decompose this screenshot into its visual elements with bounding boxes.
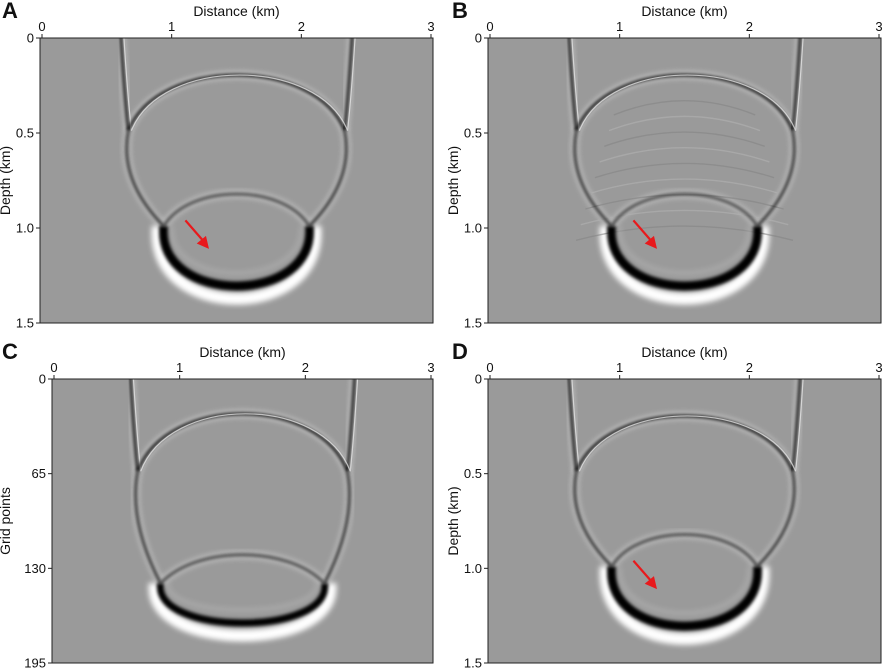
y-tick-label: 0.5 xyxy=(464,466,482,481)
wavefront-image xyxy=(565,379,804,645)
y-tick-label: 0 xyxy=(475,372,482,387)
panel-frame xyxy=(39,37,434,324)
panel-d: 0 1 2 3 Distance (km) 0 0.5 1.0 1.5 Depth (km) D xyxy=(445,339,883,668)
y-axis: 0 0.5 1.0 1.5 Depth (km) xyxy=(0,31,40,331)
panel-c: 0 1 2 3 Distance (km) 0 65 130 195 Grid points C xyxy=(0,339,435,668)
x-tick-label: 2 xyxy=(302,360,309,375)
y-tick-label: 130 xyxy=(24,561,46,576)
y-tick-label: 0.5 xyxy=(464,126,482,141)
y-axis: 0 65 130 195 Grid points xyxy=(0,372,52,668)
x-axis: 0 1 2 3 Distance (km) xyxy=(38,3,435,38)
panel-letter: B xyxy=(452,0,468,23)
x-axis-title: Distance (km) xyxy=(641,3,727,19)
panel-letter: C xyxy=(2,339,18,364)
y-tick-label: 0 xyxy=(475,31,482,46)
y-axis: 0 0.5 1.0 1.5 Depth (km) xyxy=(445,372,488,668)
y-tick-label: 1.5 xyxy=(16,316,34,331)
x-axis-title: Distance (km) xyxy=(641,344,727,360)
y-tick-label: 1.0 xyxy=(464,561,482,576)
x-tick-label: 0 xyxy=(38,19,45,34)
y-tick-label: 0 xyxy=(39,372,46,387)
y-tick-label: 65 xyxy=(32,466,46,481)
x-tick-label: 3 xyxy=(427,360,434,375)
y-tick-label: 1.0 xyxy=(16,221,34,236)
wavefront-image xyxy=(565,38,804,305)
panel-frame xyxy=(487,378,882,664)
wavefront-image xyxy=(117,38,356,305)
x-tick-label: 1 xyxy=(168,19,175,34)
x-axis: 0 1 2 3 Distance (km) xyxy=(486,3,883,38)
x-axis: 0 1 2 3 Distance (km) xyxy=(50,344,435,379)
x-tick-label: 2 xyxy=(746,19,753,34)
x-tick-label: 0 xyxy=(486,360,493,375)
x-tick-label: 3 xyxy=(875,19,882,34)
x-tick-label: 1 xyxy=(176,360,183,375)
red-arrow-icon xyxy=(184,219,209,249)
red-arrow-icon xyxy=(632,219,657,249)
x-tick-label: 1 xyxy=(616,19,623,34)
y-axis-title: Grid points xyxy=(0,487,13,555)
y-tick-label: 1.5 xyxy=(464,656,482,668)
y-tick-label: 0 xyxy=(27,31,34,46)
y-tick-label: 0.5 xyxy=(16,126,34,141)
y-tick-label: 195 xyxy=(24,656,46,668)
panel-letter: D xyxy=(452,339,468,364)
panel-background xyxy=(40,38,433,323)
y-axis-title: Depth (km) xyxy=(445,486,461,555)
x-tick-label: 2 xyxy=(298,19,305,34)
x-tick-label: 3 xyxy=(875,360,882,375)
x-tick-label: 3 xyxy=(427,19,434,34)
x-axis-title: Distance (km) xyxy=(193,3,279,19)
y-tick-label: 1.0 xyxy=(464,221,482,236)
x-axis: 0 1 2 3 Distance (km) xyxy=(486,344,883,379)
x-tick-label: 0 xyxy=(50,360,57,375)
panel-background xyxy=(52,379,433,663)
y-axis-title: Depth (km) xyxy=(445,146,461,215)
panel-letter: A xyxy=(2,0,18,23)
x-axis-title: Distance (km) xyxy=(199,344,285,360)
y-axis-title: Depth (km) xyxy=(0,146,13,215)
panel-background xyxy=(488,379,881,663)
x-tick-label: 1 xyxy=(616,360,623,375)
x-tick-label: 2 xyxy=(746,360,753,375)
x-tick-label: 0 xyxy=(486,19,493,34)
red-arrow-icon xyxy=(632,560,657,590)
panel-a: 0 1 2 3 Distance (km) 0 0.5 1.0 1.5 Depth (km) A xyxy=(0,0,435,331)
panel-frame xyxy=(51,378,434,664)
panel-b: 0 1 2 3 Distance (km) 0 0.5 1.0 1.5 Depth (km) B xyxy=(445,0,883,331)
panel-frame xyxy=(487,37,882,324)
y-tick-label: 1.5 xyxy=(464,316,482,331)
y-axis: 0 0.5 1.0 1.5 Depth (km) xyxy=(445,31,488,331)
wavefront-image xyxy=(126,379,359,642)
panel-background xyxy=(488,38,881,323)
